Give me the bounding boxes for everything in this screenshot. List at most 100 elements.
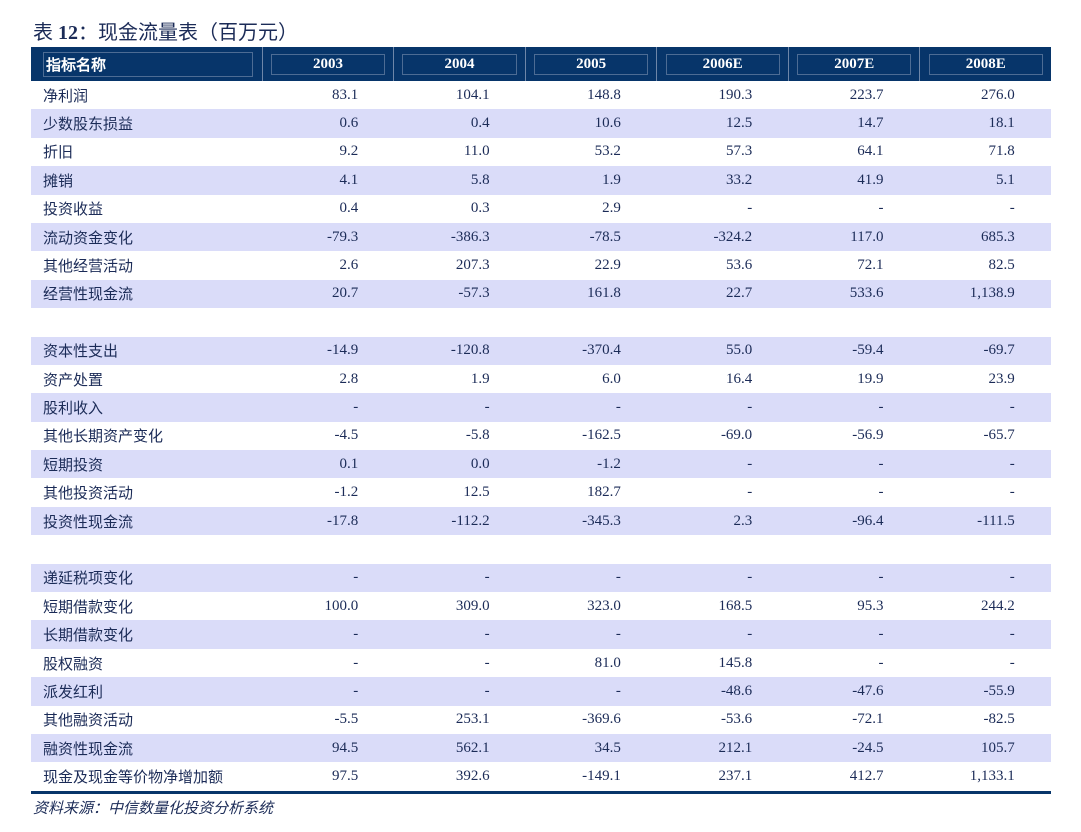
section-spacer xyxy=(31,308,1051,336)
value-cell: 14.7 xyxy=(857,115,884,132)
value-cell: -370.4 xyxy=(582,342,621,359)
value-cell: 72.1 xyxy=(857,257,884,274)
cash-flow-table: 指标名称 2003 2004 2005 2006E 2007E 2008E 净利润 83.1 1… xyxy=(31,47,1051,794)
row-label: 其他投资活动 xyxy=(43,486,134,503)
value-cell: -111.5 xyxy=(977,512,1015,529)
value-cell: 1.9 xyxy=(470,370,490,387)
value-cell: 100.0 xyxy=(324,597,359,614)
value-cell: - xyxy=(747,200,753,217)
value-cell: - xyxy=(353,654,359,671)
value-cell: 1,133.1 xyxy=(969,768,1015,785)
table-row: 长期借款变化 - - - - - - xyxy=(31,620,1051,649)
value-cell: 161.8 xyxy=(587,285,621,302)
source-note: 资料来源：中信数量化投资分析系统 xyxy=(33,801,274,817)
header-cell-text: 2004 xyxy=(402,53,517,75)
value-cell: - xyxy=(353,569,359,586)
value-cell: - xyxy=(878,626,884,643)
table-row: 派发红利 - - - -48.6 -47.6 -55.9 xyxy=(31,677,1051,706)
value-cell: 2.6 xyxy=(339,257,359,274)
value-cell: 244.2 xyxy=(981,597,1015,614)
table-row: 融资性现金流 94.5 562.1 34.5 212.1 -24.5 105.7 xyxy=(31,733,1051,763)
value-cell: - xyxy=(615,398,621,415)
value-cell: 253.1 xyxy=(455,711,490,728)
row-label: 其他经营活动 xyxy=(43,259,134,276)
table-row: 短期投资 0.1 0.0 -1.2 - - - xyxy=(31,450,1051,479)
value-cell: 223.7 xyxy=(849,86,884,103)
table-row: 投资性现金流 -17.8 -112.2 -345.3 2.3 -96.4 -111.5 xyxy=(31,506,1051,536)
value-cell: 53.2 xyxy=(594,143,621,160)
value-cell: -324.2 xyxy=(713,228,753,245)
value-cell: - xyxy=(615,569,621,586)
table-title: 表 12：现金流量表（百万元） xyxy=(33,16,298,45)
value-cell: 23.9 xyxy=(988,370,1015,387)
value-cell: -56.9 xyxy=(852,427,884,444)
value-cell: 105.7 xyxy=(981,739,1015,756)
table-row: 少数股东损益 0.6 0.4 10.6 12.5 14.7 18.1 xyxy=(31,109,1051,138)
value-cell: 33.2 xyxy=(725,171,753,188)
table-row: 其他投资活动 -1.2 12.5 182.7 - - - xyxy=(31,478,1051,506)
table-row: 折旧 9.2 11.0 53.2 57.3 64.1 71.8 xyxy=(31,138,1051,166)
header-year-column: 2003 xyxy=(261,47,394,81)
value-cell: - xyxy=(1009,484,1015,501)
value-cell: - xyxy=(1009,626,1015,643)
row-label: 经营性现金流 xyxy=(43,287,134,304)
value-cell: 104.1 xyxy=(455,86,490,103)
value-cell: -386.3 xyxy=(450,228,490,245)
row-label: 现金及现金等价物净增加额 xyxy=(43,770,224,787)
value-cell: - xyxy=(615,626,621,643)
value-cell: 1,138.9 xyxy=(969,285,1015,302)
value-cell: 533.6 xyxy=(849,285,884,302)
value-cell: - xyxy=(1009,569,1015,586)
table-row: 其他融资活动 -5.5 253.1 -369.6 -53.6 -72.1 -82.5 xyxy=(31,706,1051,734)
value-cell: 18.1 xyxy=(988,115,1015,132)
row-label: 其他融资活动 xyxy=(43,713,134,730)
table-row: 净利润 83.1 104.1 148.8 190.3 223.7 276.0 xyxy=(31,81,1051,109)
title-prefix: 表 xyxy=(33,22,58,44)
value-cell: - xyxy=(484,682,490,699)
table-row: 短期借款变化 100.0 309.0 323.0 168.5 95.3 244.2 xyxy=(31,592,1051,620)
value-cell: 4.1 xyxy=(339,171,359,188)
value-cell: -69.0 xyxy=(720,427,753,444)
value-cell: 5.1 xyxy=(996,171,1015,188)
header-cell-text: 指标名称 xyxy=(43,51,253,77)
value-cell: 55.0 xyxy=(725,342,753,359)
value-cell: 64.1 xyxy=(857,143,884,160)
value-cell: -112.2 xyxy=(451,512,490,529)
value-cell: 212.1 xyxy=(718,739,753,756)
value-cell: - xyxy=(1009,654,1015,671)
value-cell: 5.8 xyxy=(470,171,490,188)
value-cell: 562.1 xyxy=(455,739,490,756)
value-cell: 22.9 xyxy=(594,257,621,274)
value-cell: - xyxy=(353,682,359,699)
row-label: 股权融资 xyxy=(43,656,104,673)
value-cell: -4.5 xyxy=(334,427,359,444)
value-cell: -5.8 xyxy=(465,427,490,444)
value-cell: - xyxy=(1009,455,1015,472)
value-cell: 207.3 xyxy=(455,257,490,274)
row-label: 折旧 xyxy=(43,145,74,162)
value-cell: 97.5 xyxy=(332,768,359,785)
header-cell-text: 2003 xyxy=(270,53,386,75)
value-cell: 412.7 xyxy=(849,768,884,785)
value-cell: -82.5 xyxy=(983,711,1015,728)
value-cell: - xyxy=(747,484,753,501)
table-row: 股利收入 - - - - - - xyxy=(31,393,1051,422)
table-body: 净利润 83.1 104.1 148.8 190.3 223.7 276.0 少数股东损益 0.… xyxy=(31,81,1051,791)
header-year-column: 2005 xyxy=(524,47,657,81)
value-cell: 57.3 xyxy=(725,143,753,160)
table-row: 资产处置 2.8 1.9 6.0 16.4 19.9 23.9 xyxy=(31,365,1051,393)
row-label: 融资性现金流 xyxy=(43,741,134,758)
row-label: 净利润 xyxy=(43,88,89,105)
value-cell: -120.8 xyxy=(450,342,490,359)
value-cell: - xyxy=(1009,200,1015,217)
value-cell: -57.3 xyxy=(458,285,490,302)
value-cell: - xyxy=(353,398,359,415)
row-label: 递延税项变化 xyxy=(43,571,134,588)
value-cell: 83.1 xyxy=(332,86,359,103)
value-cell: - xyxy=(747,569,753,586)
value-cell: 10.6 xyxy=(594,115,621,132)
header-year-column: 2008E xyxy=(919,47,1051,81)
row-label: 投资性现金流 xyxy=(43,514,134,531)
value-cell: 1.9 xyxy=(602,171,621,188)
value-cell: -48.6 xyxy=(720,682,753,699)
